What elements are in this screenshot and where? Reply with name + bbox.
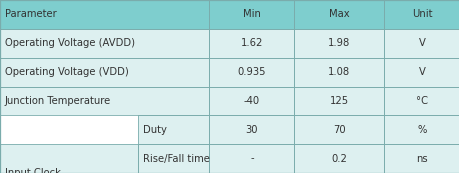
Bar [383, 0, 459, 29]
Text: Rise/Fall time: Rise/Fall time [142, 154, 209, 164]
Bar [294, 29, 383, 58]
Text: 30: 30 [245, 125, 257, 135]
Bar [0, 29, 209, 58]
Bar [209, 58, 294, 86]
Bar [294, 29, 383, 58]
Text: Unit: Unit [411, 9, 431, 19]
Bar [0, 0, 209, 29]
Text: Parameter: Parameter [5, 9, 56, 19]
Bar [138, 115, 209, 144]
Text: 125: 125 [329, 96, 348, 106]
Text: Duty: Duty [142, 125, 166, 135]
Bar [294, 86, 383, 115]
Bar [383, 29, 459, 58]
Bar [209, 115, 294, 144]
Text: 1.98: 1.98 [327, 38, 350, 48]
Bar [294, 0, 383, 29]
Text: 0.2: 0.2 [330, 154, 347, 164]
Bar [209, 86, 294, 115]
Bar [209, 29, 294, 58]
Text: V: V [418, 38, 425, 48]
Text: 70: 70 [332, 125, 345, 135]
Text: °C: °C [415, 96, 427, 106]
Text: 0.935: 0.935 [237, 67, 265, 77]
Text: Min: Min [242, 9, 260, 19]
Bar [0, 86, 209, 115]
Bar [294, 144, 383, 173]
Bar [383, 29, 459, 58]
Bar [383, 86, 459, 115]
Bar [383, 115, 459, 144]
Bar [209, 144, 294, 173]
Bar [209, 58, 294, 86]
Bar [294, 0, 383, 29]
Bar [0, 58, 209, 86]
Text: Operating Voltage (AVDD): Operating Voltage (AVDD) [5, 38, 134, 48]
Text: 1.08: 1.08 [327, 67, 350, 77]
Bar [209, 144, 294, 173]
Bar [209, 86, 294, 115]
Bar [209, 29, 294, 58]
Bar [0, 58, 209, 86]
Bar [138, 115, 209, 144]
Bar [0, 86, 209, 115]
Text: Max: Max [328, 9, 349, 19]
Bar [294, 144, 383, 173]
Text: Operating Voltage (VDD): Operating Voltage (VDD) [5, 67, 128, 77]
Bar [383, 86, 459, 115]
Bar [294, 58, 383, 86]
Text: V: V [418, 67, 425, 77]
Bar [294, 58, 383, 86]
Bar [209, 115, 294, 144]
Text: ns: ns [415, 154, 427, 164]
Bar [383, 0, 459, 29]
Bar [0, 0, 209, 29]
Bar [209, 0, 294, 29]
Bar [138, 144, 209, 173]
Text: 1.62: 1.62 [240, 38, 263, 48]
Bar [209, 0, 294, 29]
Bar [0, 29, 209, 58]
Bar [294, 115, 383, 144]
Text: -: - [250, 154, 253, 164]
Bar [0, 144, 138, 173]
Bar [294, 115, 383, 144]
Text: %: % [416, 125, 426, 135]
Bar [383, 115, 459, 144]
Bar [383, 144, 459, 173]
Text: Junction Temperature: Junction Temperature [5, 96, 111, 106]
Text: -40: -40 [243, 96, 259, 106]
Bar [0, 144, 138, 173]
Text: Input Clock: Input Clock [5, 168, 60, 173]
Bar [383, 144, 459, 173]
Bar [383, 58, 459, 86]
Bar [383, 58, 459, 86]
Bar [294, 86, 383, 115]
Bar [138, 144, 209, 173]
